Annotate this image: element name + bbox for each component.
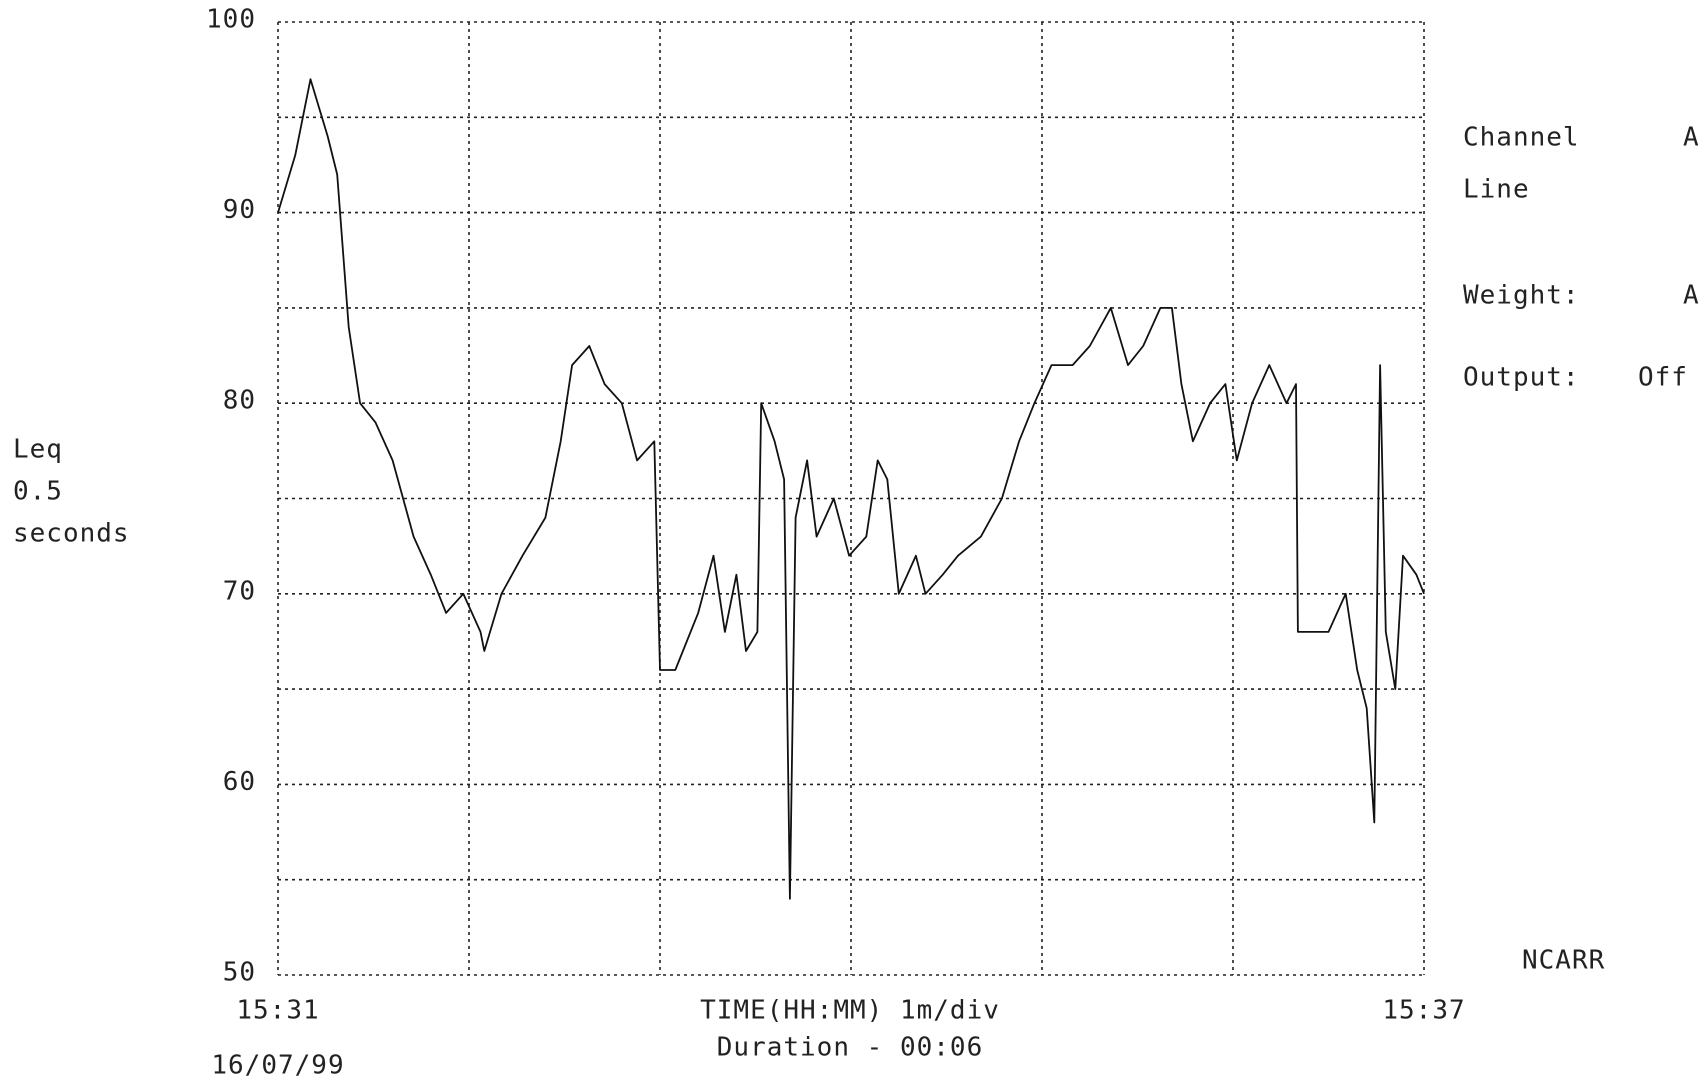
info-label: Output:: [1463, 363, 1580, 393]
y-tick-label: 70: [223, 576, 256, 606]
info-value: Off: [1638, 363, 1688, 393]
x-tick-label: 15:31: [236, 996, 319, 1026]
data-line: [277, 78, 1425, 900]
y-tick-label: 60: [223, 767, 256, 797]
y-tick-label: 90: [223, 195, 256, 225]
x-tick-label: 15:37: [1382, 996, 1465, 1026]
y-tick-label: 80: [223, 386, 256, 416]
y-tick-label: 100: [206, 5, 256, 35]
y-axis-label: seconds: [13, 519, 130, 549]
info-label: Line: [1463, 175, 1530, 205]
y-axis-label: Leq: [13, 435, 63, 465]
info-label: Weight:: [1463, 281, 1580, 311]
info-label: Channel: [1463, 123, 1580, 153]
operator: NCARR: [1522, 946, 1605, 976]
y-axis-label: 0.5: [13, 477, 63, 507]
date: 16/07/99: [211, 1051, 344, 1081]
info-value: A: [1683, 123, 1700, 153]
info-value: A: [1683, 281, 1700, 311]
x-axis-label: TIME(HH:MM) 1m/div: [700, 996, 1000, 1026]
y-tick-label: 50: [223, 958, 256, 988]
duration: Duration - 00:06: [717, 1033, 983, 1063]
